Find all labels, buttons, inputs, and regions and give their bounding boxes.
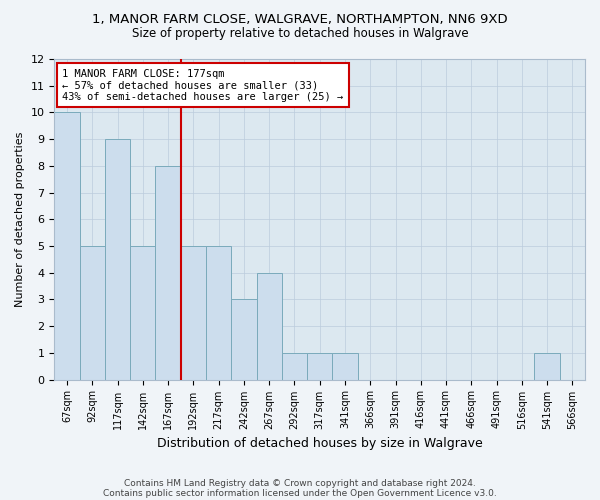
Bar <box>307 353 332 380</box>
Bar <box>282 353 307 380</box>
Bar <box>105 139 130 380</box>
Bar <box>332 353 358 380</box>
Bar <box>155 166 181 380</box>
Text: 1, MANOR FARM CLOSE, WALGRAVE, NORTHAMPTON, NN6 9XD: 1, MANOR FARM CLOSE, WALGRAVE, NORTHAMPT… <box>92 12 508 26</box>
Text: Contains public sector information licensed under the Open Government Licence v3: Contains public sector information licen… <box>103 488 497 498</box>
Text: Size of property relative to detached houses in Walgrave: Size of property relative to detached ho… <box>131 28 469 40</box>
Bar <box>181 246 206 380</box>
Text: 1 MANOR FARM CLOSE: 177sqm
← 57% of detached houses are smaller (33)
43% of semi: 1 MANOR FARM CLOSE: 177sqm ← 57% of deta… <box>62 68 344 102</box>
X-axis label: Distribution of detached houses by size in Walgrave: Distribution of detached houses by size … <box>157 437 482 450</box>
Bar <box>535 353 560 380</box>
Bar <box>231 300 257 380</box>
Bar <box>55 112 80 380</box>
Text: Contains HM Land Registry data © Crown copyright and database right 2024.: Contains HM Land Registry data © Crown c… <box>124 478 476 488</box>
Bar <box>206 246 231 380</box>
Bar <box>130 246 155 380</box>
Bar <box>80 246 105 380</box>
Y-axis label: Number of detached properties: Number of detached properties <box>15 132 25 307</box>
Bar <box>257 272 282 380</box>
